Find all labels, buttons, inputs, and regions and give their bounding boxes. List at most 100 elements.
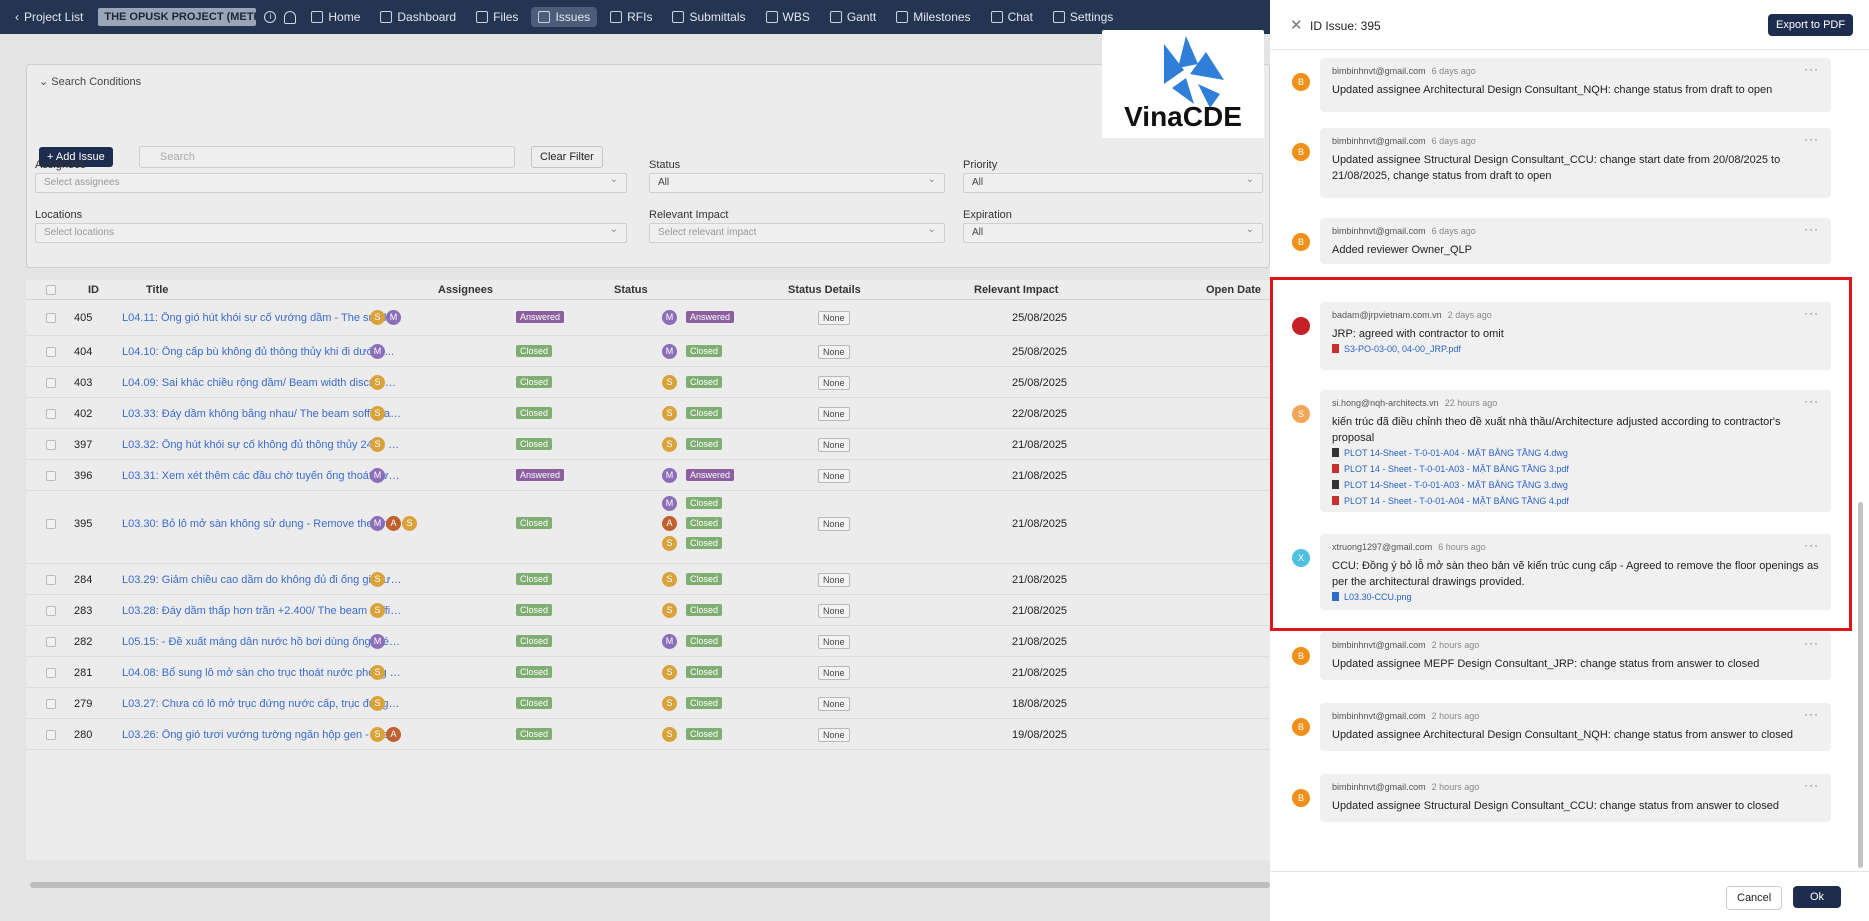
nav-submittals[interactable]: Submittals	[665, 7, 752, 27]
table-row[interactable]: 280 L03.26: Ống gió tươi vướng tường ngăn…	[26, 719, 1270, 750]
search-input[interactable]: Search	[139, 146, 515, 168]
header-assignees[interactable]: Assignees	[438, 284, 494, 296]
nav-home[interactable]: Home	[304, 7, 367, 27]
issue-title-link[interactable]: L03.30: Bỏ lỗ mở sàn không sử dụng - Rem…	[122, 518, 402, 530]
pdf-file-icon	[1332, 344, 1339, 353]
header-title[interactable]: Title	[146, 284, 169, 296]
more-options-icon[interactable]: ···	[1804, 306, 1819, 320]
close-icon[interactable]: ✕	[1290, 17, 1303, 34]
attachment-link[interactable]: L03.30-CCU.png	[1332, 592, 1412, 602]
table-row[interactable]: 403 L04.09: Sai khác chiều rộng dầm/ Beam…	[26, 367, 1270, 398]
row-checkbox[interactable]	[46, 409, 56, 419]
row-checkbox[interactable]	[46, 606, 56, 616]
issue-title-link[interactable]: L04.10: Ống cấp bù không đủ thông thủy k…	[122, 346, 395, 358]
table-row[interactable]: 281 L04.08: Bổ sung lỗ mở sàn cho trục th…	[26, 657, 1270, 688]
export-pdf-button[interactable]: Export to PDF	[1768, 14, 1854, 36]
more-options-icon[interactable]: ···	[1804, 538, 1819, 552]
row-checkbox[interactable]	[46, 378, 56, 388]
more-options-icon[interactable]: ···	[1804, 707, 1819, 721]
row-checkbox[interactable]	[46, 637, 56, 647]
nav-settings[interactable]: Settings	[1046, 7, 1120, 27]
table-row[interactable]: 395 L03.30: Bỏ lỗ mở sàn không sử dụng - …	[26, 484, 1270, 564]
table-row[interactable]: 405 L04.11: Ống gió hút khói sự cố vướng …	[26, 300, 1270, 336]
select-all-checkbox[interactable]	[46, 285, 56, 295]
impact-badge: None	[818, 407, 850, 421]
nav-files[interactable]: Files	[469, 7, 525, 27]
status-detail-badge: Closed	[686, 537, 723, 549]
row-checkbox[interactable]	[46, 668, 56, 678]
assignees-select[interactable]: Select assignees	[35, 173, 627, 193]
table-row[interactable]: 282 L05.15: - Đề xuất máng dẫn nước hồ bơ…	[26, 626, 1270, 657]
more-options-icon[interactable]: ···	[1804, 222, 1819, 236]
status-select[interactable]: All	[649, 173, 945, 193]
header-status[interactable]: Status	[614, 284, 648, 296]
table-row[interactable]: 396 L03.31: Xem xét thêm các đầu chờ tuyế…	[26, 460, 1270, 491]
issue-title-link[interactable]: L03.29: Giảm chiều cao dầm do không đủ đ…	[122, 574, 402, 586]
nav-chat[interactable]: Chat	[984, 7, 1040, 27]
search-conditions-toggle[interactable]: ⌄ Search Conditions	[39, 76, 142, 88]
attachment-link[interactable]: PLOT 14-Sheet - T-0-01-A03 - MẶT BẰNG TẦ…	[1332, 480, 1568, 490]
row-checkbox[interactable]	[46, 730, 56, 740]
issue-title-link[interactable]: L04.11: Ống gió hút khói sự cố vướng dầm…	[122, 312, 402, 324]
table-row[interactable]: 402 L03.33: Đáy dầm không bằng nhau/ The …	[26, 398, 1270, 429]
table-row[interactable]: 404 L04.10: Ống cấp bù không đủ thông thủ…	[26, 336, 1270, 367]
header-open-date[interactable]: Open Date	[1206, 284, 1262, 296]
issue-title-link[interactable]: L03.32: Ống hút khói sự cố không đủ thôn…	[122, 439, 402, 451]
more-options-icon[interactable]: ···	[1804, 394, 1819, 408]
header-status-details[interactable]: Status Details	[788, 284, 861, 296]
row-checkbox[interactable]	[46, 347, 56, 357]
project-list-link[interactable]: ‹ Project List	[15, 10, 84, 24]
header-relevant-impact[interactable]: Relevant Impact	[974, 284, 1059, 296]
nav-issues[interactable]: Issues	[531, 7, 598, 27]
issue-title-link[interactable]: L03.28: Đáy dầm thấp hơn trần +2.400/ Th…	[122, 605, 402, 617]
attachment-link[interactable]: PLOT 14 - Sheet - T-0-01-A03 - MẶT BẰNG …	[1332, 464, 1569, 474]
ok-button[interactable]: Ok	[1793, 886, 1842, 908]
more-options-icon[interactable]: ···	[1804, 636, 1819, 650]
issue-title-link[interactable]: L03.26: Ống gió tươi vướng tường ngăn hộ…	[122, 729, 402, 741]
assignee-avatars: M	[370, 634, 386, 649]
issue-title-link[interactable]: L05.15: - Đề xuất máng dẫn nước hồ bơi d…	[122, 636, 402, 648]
attachment-link[interactable]: S3-PO-03-00, 04-00_JRP.pdf	[1332, 344, 1461, 354]
issue-title-link[interactable]: L03.33: Đáy dầm không bằng nhau/ The bea…	[122, 408, 402, 420]
issue-title-link[interactable]: L04.08: Bổ sung lỗ mở sàn cho trục thoát…	[122, 667, 402, 679]
nav-dashboard[interactable]: Dashboard	[373, 7, 463, 27]
row-checkbox[interactable]	[46, 519, 56, 529]
nav-milestones[interactable]: Milestones	[889, 7, 977, 27]
more-options-icon[interactable]: ···	[1804, 132, 1819, 146]
bell-icon[interactable]	[284, 10, 297, 24]
drawer-scrollbar[interactable]	[1858, 502, 1863, 868]
rfi-icon	[610, 11, 623, 23]
nav-rfis[interactable]: RFIs	[603, 7, 659, 27]
project-selector[interactable]: THE OPUSK PROJECT (METRO	[98, 8, 257, 26]
info-icon[interactable]: i	[264, 11, 277, 23]
row-checkbox[interactable]	[46, 575, 56, 585]
row-checkbox[interactable]	[46, 699, 56, 709]
issue-title-link[interactable]: L04.09: Sai khác chiều rộng dầm/ Beam wi…	[122, 377, 402, 389]
more-options-icon[interactable]: ···	[1804, 62, 1819, 76]
attachment-link[interactable]: PLOT 14 - Sheet - T-0-01-A04 - MẶT BẰNG …	[1332, 496, 1569, 506]
row-checkbox[interactable]	[46, 313, 56, 323]
drawer-title: ID Issue: 395	[1310, 19, 1381, 33]
attachment-link[interactable]: PLOT 14-Sheet - T-0-01-A04 - MẶT BẰNG TẦ…	[1332, 448, 1568, 458]
priority-select[interactable]: All	[963, 173, 1263, 193]
row-checkbox[interactable]	[46, 440, 56, 450]
locations-select[interactable]: Select locations	[35, 223, 627, 243]
horizontal-scrollbar[interactable]	[30, 882, 1270, 888]
open-date: 21/08/2025	[1012, 667, 1068, 679]
clear-filter-button[interactable]: Clear Filter	[531, 146, 603, 168]
header-id[interactable]: ID	[88, 284, 99, 296]
more-options-icon[interactable]: ···	[1804, 778, 1819, 792]
table-row[interactable]: 284 L03.29: Giảm chiều cao dầm do không đ…	[26, 564, 1270, 595]
row-checkbox[interactable]	[46, 471, 56, 481]
table-row[interactable]: 397 L03.32: Ống hút khói sự cố không đủ t…	[26, 429, 1270, 460]
expiration-select[interactable]: All	[963, 223, 1263, 243]
relevant-impact-select[interactable]: Select relevant impact	[649, 223, 945, 243]
table-row[interactable]: 283 L03.28: Đáy dầm thấp hơn trần +2.400/…	[26, 595, 1270, 626]
nav-gantt[interactable]: Gantt	[823, 7, 883, 27]
issue-title-link[interactable]: L03.27: Chưa có lỗ mở trục đứng nước cấp…	[122, 698, 402, 710]
add-issue-button[interactable]: + Add Issue	[39, 147, 113, 167]
cancel-button[interactable]: Cancel	[1726, 886, 1783, 910]
issue-title-link[interactable]: L03.31: Xem xét thêm các đầu chờ tuyến ố…	[122, 470, 402, 482]
table-row[interactable]: 279 L03.27: Chưa có lỗ mở trục đứng nước …	[26, 688, 1270, 719]
nav-wbs[interactable]: WBS	[759, 7, 817, 27]
